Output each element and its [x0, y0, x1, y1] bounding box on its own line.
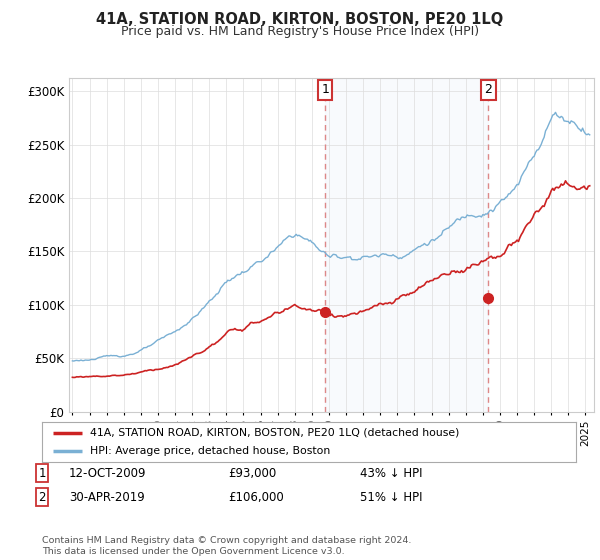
Text: £106,000: £106,000 [228, 491, 284, 504]
Text: 43% ↓ HPI: 43% ↓ HPI [360, 466, 422, 480]
Text: 30-APR-2019: 30-APR-2019 [69, 491, 145, 504]
Text: Price paid vs. HM Land Registry's House Price Index (HPI): Price paid vs. HM Land Registry's House … [121, 25, 479, 38]
Text: 41A, STATION ROAD, KIRTON, BOSTON, PE20 1LQ (detached house): 41A, STATION ROAD, KIRTON, BOSTON, PE20 … [90, 428, 460, 437]
Text: 1: 1 [322, 83, 329, 96]
Text: 51% ↓ HPI: 51% ↓ HPI [360, 491, 422, 504]
Bar [325, 78, 488, 412]
Text: 12-OCT-2009: 12-OCT-2009 [69, 466, 146, 480]
Text: HPI: Average price, detached house, Boston: HPI: Average price, detached house, Bost… [90, 446, 331, 456]
Text: Contains HM Land Registry data © Crown copyright and database right 2024.
This d: Contains HM Land Registry data © Crown c… [42, 536, 412, 556]
Text: 2: 2 [485, 83, 493, 96]
Text: 2: 2 [38, 491, 46, 504]
Text: 1: 1 [38, 466, 46, 480]
Text: 41A, STATION ROAD, KIRTON, BOSTON, PE20 1LQ: 41A, STATION ROAD, KIRTON, BOSTON, PE20 … [97, 12, 503, 27]
Text: £93,000: £93,000 [228, 466, 276, 480]
